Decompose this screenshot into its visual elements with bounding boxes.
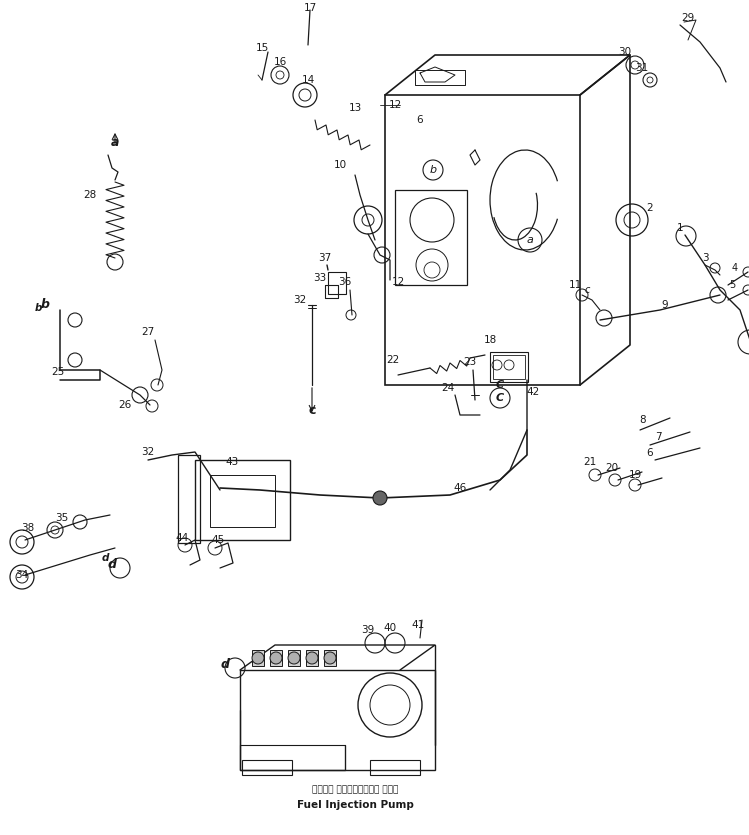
Text: d: d bbox=[220, 659, 229, 671]
Text: 27: 27 bbox=[142, 327, 154, 337]
Text: 4: 4 bbox=[732, 263, 738, 273]
Text: 22: 22 bbox=[386, 355, 400, 365]
Bar bbox=[178, 455, 200, 543]
Text: d: d bbox=[108, 559, 117, 571]
Text: 30: 30 bbox=[619, 47, 631, 57]
Text: 24: 24 bbox=[441, 383, 455, 393]
Text: 12: 12 bbox=[389, 100, 401, 110]
Text: 35: 35 bbox=[55, 513, 69, 523]
Text: 33: 33 bbox=[313, 273, 327, 283]
Text: 8: 8 bbox=[640, 415, 646, 425]
Text: 44: 44 bbox=[175, 533, 189, 543]
Circle shape bbox=[270, 652, 282, 664]
Text: 14: 14 bbox=[301, 75, 315, 85]
Text: 7: 7 bbox=[655, 432, 661, 442]
Text: b: b bbox=[34, 303, 42, 313]
Text: b: b bbox=[429, 165, 437, 175]
Text: 2: 2 bbox=[646, 203, 653, 213]
Text: 9: 9 bbox=[661, 300, 668, 310]
Text: 25: 25 bbox=[52, 367, 64, 377]
Bar bbox=[270, 650, 282, 666]
Bar bbox=[195, 460, 290, 540]
Bar bbox=[306, 650, 318, 666]
Text: 45: 45 bbox=[211, 535, 225, 545]
Bar bbox=[370, 760, 420, 775]
Circle shape bbox=[252, 652, 264, 664]
Text: 20: 20 bbox=[605, 463, 619, 473]
Text: 46: 46 bbox=[453, 483, 467, 493]
Text: 3: 3 bbox=[702, 253, 709, 263]
Bar bbox=[328, 272, 346, 294]
Text: d: d bbox=[101, 553, 109, 563]
Text: 26: 26 bbox=[118, 400, 132, 410]
Text: 6: 6 bbox=[416, 115, 423, 125]
Text: 15: 15 bbox=[255, 43, 269, 53]
Bar bbox=[493, 355, 525, 379]
Text: 43: 43 bbox=[225, 457, 239, 467]
Text: 17: 17 bbox=[303, 3, 317, 13]
Text: 40: 40 bbox=[383, 623, 396, 633]
Text: 1: 1 bbox=[676, 223, 683, 233]
Bar bbox=[242, 760, 292, 775]
Text: a: a bbox=[527, 235, 533, 245]
Text: 11: 11 bbox=[568, 280, 582, 290]
Bar bbox=[395, 190, 467, 285]
Text: C: C bbox=[496, 380, 504, 390]
Text: 12: 12 bbox=[392, 277, 404, 287]
Text: 29: 29 bbox=[682, 13, 694, 23]
Text: フェエル インジェクション ポンプ: フェエル インジェクション ポンプ bbox=[312, 786, 398, 794]
Text: 16: 16 bbox=[273, 57, 287, 67]
Circle shape bbox=[288, 652, 300, 664]
Text: 13: 13 bbox=[348, 103, 362, 113]
Text: a: a bbox=[111, 136, 119, 149]
Text: 23: 23 bbox=[464, 357, 476, 367]
Circle shape bbox=[324, 652, 336, 664]
Text: 21: 21 bbox=[583, 457, 597, 467]
Text: 38: 38 bbox=[22, 523, 34, 533]
Bar bbox=[252, 650, 264, 666]
Text: 6: 6 bbox=[646, 448, 653, 458]
Text: b: b bbox=[40, 298, 49, 311]
Text: 32: 32 bbox=[294, 295, 306, 305]
Text: 41: 41 bbox=[411, 620, 425, 630]
Text: 28: 28 bbox=[83, 190, 97, 200]
Text: c: c bbox=[584, 285, 589, 295]
Text: C: C bbox=[496, 393, 504, 403]
Circle shape bbox=[373, 491, 387, 505]
Text: c: c bbox=[309, 403, 315, 417]
Bar bbox=[288, 650, 300, 666]
Text: 34: 34 bbox=[16, 570, 28, 580]
Bar bbox=[490, 352, 528, 382]
Text: 31: 31 bbox=[635, 63, 649, 73]
Text: 36: 36 bbox=[339, 277, 351, 287]
Text: 39: 39 bbox=[361, 625, 374, 635]
Bar bbox=[240, 745, 345, 770]
Text: 10: 10 bbox=[333, 160, 347, 170]
Text: Fuel Injection Pump: Fuel Injection Pump bbox=[297, 800, 413, 810]
Text: 42: 42 bbox=[527, 387, 539, 397]
Circle shape bbox=[306, 652, 318, 664]
Text: 5: 5 bbox=[729, 280, 735, 290]
Text: 19: 19 bbox=[628, 470, 642, 480]
Bar bbox=[385, 95, 580, 385]
Bar bbox=[210, 475, 275, 527]
Text: 32: 32 bbox=[142, 447, 154, 457]
Text: 18: 18 bbox=[483, 335, 497, 345]
Bar bbox=[240, 670, 435, 770]
Bar bbox=[324, 650, 336, 666]
Text: 37: 37 bbox=[318, 253, 332, 263]
